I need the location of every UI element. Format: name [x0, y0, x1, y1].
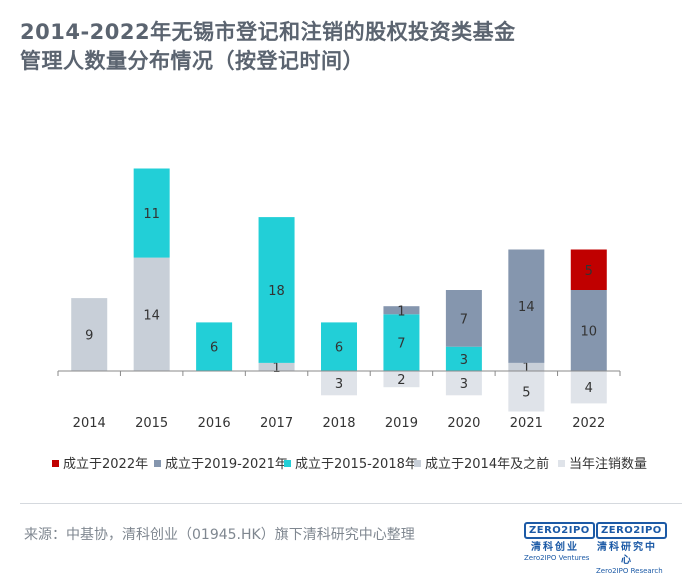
- legend-swatch-成立于2022年: [52, 460, 59, 467]
- bar-2015-成立于2015-2018年: [133, 168, 170, 258]
- data-label-2020-成立于2019-2021年: 7: [460, 312, 468, 327]
- logo1-mark: ZERO2IPO: [524, 522, 595, 539]
- x-tick-label-2014: 2014: [73, 416, 106, 431]
- data-label-2022-当年注销数量: 4: [585, 381, 593, 396]
- zero2ipo-research-logo: ZERO2IPO 清科研究中心 Zero2IPO Research: [596, 518, 667, 576]
- legend-label-成立于2022年: 成立于2022年: [63, 457, 148, 472]
- logo1-en: Zero2IPO Ventures: [524, 554, 590, 562]
- data-label-2018-当年注销数量: 3: [335, 377, 343, 392]
- bar-2018-成立于2015-2018年: [321, 322, 357, 371]
- chart-title-line2: 管理人数量分布情况（按登记时间）: [20, 49, 364, 73]
- zero2ipo-ventures-logo: ZERO2IPO 清科创业 Zero2IPO Ventures: [524, 518, 595, 563]
- stacked-bar-chart: 9201414112015620161182017632018712201937…: [52, 168, 647, 472]
- bar-2018-当年注销数量: [321, 371, 357, 396]
- data-label-2019-当年注销数量: 2: [397, 373, 405, 388]
- bar-2019-成立于2015-2018年: [383, 314, 420, 371]
- source-note: 来源：中基协，清科创业（01945.HK）旗下清科研究中心整理: [24, 527, 415, 543]
- data-label-2021-成立于2014年及之前: 1: [522, 361, 530, 376]
- legend-swatch-成立于2014年及之前: [414, 460, 421, 467]
- data-label-2019-成立于2019-2021年: 1: [397, 304, 405, 319]
- bar-2020-成立于2019-2021年: [445, 290, 482, 347]
- bar-2015-成立于2014年及之前: [133, 257, 170, 371]
- bar-2017-成立于2014年及之前: [258, 362, 295, 371]
- x-tick-label-2022: 2022: [572, 416, 605, 431]
- bar-2017-成立于2015-2018年: [258, 217, 295, 363]
- logo2-cn: 清科研究中心: [597, 542, 657, 566]
- bar-2020-当年注销数量: [445, 371, 482, 396]
- data-label-2016-成立于2015-2018年: 6: [210, 341, 218, 356]
- data-label-2017-成立于2015-2018年: 18: [268, 284, 285, 299]
- bar-2019-当年注销数量: [383, 371, 420, 388]
- legend-label-当年注销数量: 当年注销数量: [569, 457, 647, 472]
- logo2-mark: ZERO2IPO: [596, 522, 667, 539]
- bar-2022-成立于2019-2021年: [570, 290, 607, 371]
- data-label-2014-成立于2014年及之前: 9: [85, 329, 93, 344]
- footer-divider: [20, 503, 682, 504]
- legend-label-成立于2014年及之前: 成立于2014年及之前: [425, 456, 549, 472]
- data-label-2019-成立于2015-2018年: 7: [397, 337, 405, 352]
- data-label-2021-当年注销数量: 5: [522, 385, 530, 400]
- bar-2019-成立于2019-2021年: [383, 306, 420, 315]
- x-tick-label-2015: 2015: [135, 416, 168, 431]
- logo1-cn: 清科创业: [531, 542, 579, 553]
- x-tick-label-2016: 2016: [198, 416, 231, 431]
- bar-2014-成立于2014年及之前: [71, 298, 108, 371]
- bar-2021-当年注销数量: [508, 371, 545, 412]
- bar-2016-成立于2015-2018年: [196, 322, 233, 371]
- x-tick-label-2017: 2017: [260, 416, 293, 431]
- data-label-2018-成立于2015-2018年: 6: [335, 341, 343, 356]
- bar-2022-成立于2022年: [570, 249, 607, 290]
- bar-2021-成立于2014年及之前: [508, 362, 545, 371]
- legend-label-成立于2015-2018年: 成立于2015-2018年: [295, 457, 418, 472]
- bar-2021-成立于2019-2021年: [508, 249, 545, 363]
- legend-swatch-成立于2015-2018年: [284, 460, 291, 467]
- chart-title-line1: 2014-2022年无锡市登记和注销的股权投资类基金: [20, 20, 516, 44]
- data-label-2015-成立于2015-2018年: 11: [143, 207, 160, 222]
- bar-2022-当年注销数量: [570, 371, 607, 404]
- x-tick-label-2021: 2021: [510, 416, 543, 431]
- legend-swatch-成立于2019-2021年: [154, 460, 161, 467]
- legend-label-成立于2019-2021年: 成立于2019-2021年: [165, 457, 288, 472]
- data-label-2020-当年注销数量: 3: [460, 377, 468, 392]
- legend-swatch-当年注销数量: [558, 460, 565, 467]
- logo2-en: Zero2IPO Research: [596, 567, 663, 575]
- bar-2020-成立于2015-2018年: [445, 346, 482, 371]
- x-tick-label-2020: 2020: [447, 416, 480, 431]
- x-tick-label-2018: 2018: [322, 416, 355, 431]
- chart-title: 2014-2022年无锡市登记和注销的股权投资类基金 管理人数量分布情况（按登记…: [20, 18, 620, 76]
- data-label-2020-成立于2015-2018年: 3: [460, 353, 468, 368]
- data-label-2022-成立于2019-2021年: 10: [581, 325, 598, 340]
- data-label-2017-成立于2014年及之前: 1: [272, 361, 280, 376]
- data-label-2021-成立于2019-2021年: 14: [518, 300, 535, 315]
- data-label-2015-成立于2014年及之前: 14: [143, 308, 160, 323]
- x-tick-label-2019: 2019: [385, 416, 418, 431]
- data-label-2022-成立于2022年: 5: [585, 264, 593, 279]
